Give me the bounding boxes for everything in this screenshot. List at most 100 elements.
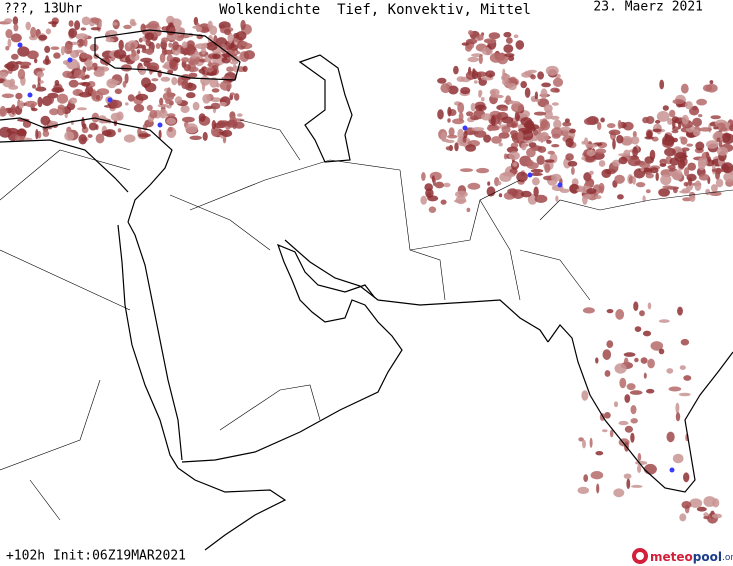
cloud-cell bbox=[166, 104, 172, 109]
cloud-cell bbox=[623, 352, 636, 357]
cloud-cell bbox=[204, 67, 214, 72]
cloud-cell bbox=[87, 134, 93, 138]
cloud-cell bbox=[590, 471, 604, 480]
cloud-cell bbox=[613, 488, 625, 498]
cloud-cell bbox=[695, 141, 705, 151]
cloud-cell bbox=[240, 19, 246, 31]
cloud-cell bbox=[488, 32, 501, 40]
cloud-cell bbox=[49, 108, 59, 116]
cloud-cell bbox=[640, 167, 645, 172]
cloud-cell bbox=[202, 131, 208, 141]
cloud-cell bbox=[621, 135, 633, 146]
cloud-cell bbox=[2, 79, 14, 88]
cloud-cell bbox=[180, 105, 190, 114]
cloud-cell bbox=[629, 390, 643, 395]
cloud-cell bbox=[616, 134, 624, 144]
cloud-cell bbox=[689, 106, 700, 116]
cloud-cell bbox=[614, 363, 627, 374]
cloud-cell bbox=[114, 88, 122, 95]
cloud-cell bbox=[159, 53, 166, 63]
cloud-cell bbox=[487, 181, 491, 186]
cloud-cell bbox=[503, 31, 512, 38]
cloud-cell bbox=[165, 98, 171, 105]
cloud-cell bbox=[98, 21, 102, 28]
cloud-cell bbox=[30, 26, 37, 38]
cloud-cell bbox=[465, 44, 472, 52]
cloud-cell bbox=[698, 173, 710, 181]
cloud-cell bbox=[140, 57, 153, 63]
cloud-cell bbox=[443, 182, 451, 188]
cloud-cell bbox=[166, 33, 178, 41]
cloud-cell bbox=[120, 64, 132, 72]
cloud-cell bbox=[455, 195, 467, 205]
cloud-cell bbox=[18, 137, 24, 142]
cloud-cell bbox=[502, 171, 514, 177]
cloud-cell bbox=[186, 92, 196, 99]
cloud-cell bbox=[146, 23, 159, 29]
cloud-cell bbox=[547, 150, 555, 155]
cloud-cell bbox=[618, 156, 628, 165]
red-sea bbox=[117, 221, 183, 469]
cloud-cell bbox=[467, 56, 480, 63]
cloud-cell bbox=[596, 483, 600, 494]
cloud-cell bbox=[630, 136, 640, 145]
cloud-cell bbox=[498, 142, 503, 147]
cloud-cell bbox=[662, 185, 674, 189]
cloud-cell bbox=[618, 420, 629, 426]
cloud-cell bbox=[647, 302, 652, 310]
cloud-cell bbox=[569, 183, 579, 194]
cloud-cell bbox=[578, 437, 584, 442]
cloud-cell bbox=[614, 174, 625, 184]
cloud-cell bbox=[82, 123, 87, 130]
cloud-cell bbox=[101, 130, 112, 137]
cloud-cell bbox=[42, 130, 50, 137]
cloud-cell bbox=[78, 91, 92, 98]
cloud-cell bbox=[689, 498, 703, 509]
cloud-cell bbox=[683, 182, 689, 187]
cloud-cell bbox=[454, 142, 459, 152]
cloud-cell bbox=[242, 65, 248, 72]
cloud-cell bbox=[19, 61, 32, 67]
cloud-cell bbox=[656, 111, 670, 122]
cloud-cell bbox=[608, 129, 621, 136]
cloud-cell bbox=[520, 190, 532, 198]
cloud-cell bbox=[460, 87, 471, 95]
cloud-cell bbox=[634, 357, 639, 363]
cloud-cell bbox=[113, 49, 127, 59]
cloud-cell bbox=[632, 131, 637, 138]
cloud-cell bbox=[526, 147, 536, 158]
cloud-cell bbox=[437, 109, 444, 120]
cloud-cell bbox=[619, 377, 627, 389]
cloud-cell bbox=[84, 74, 90, 79]
cloud-cell bbox=[624, 394, 631, 403]
cloud-cell bbox=[461, 42, 469, 46]
black-sea bbox=[94, 29, 241, 81]
cloud-cell bbox=[80, 27, 87, 31]
cloud-cell bbox=[6, 61, 19, 72]
cloud-cell bbox=[166, 15, 175, 25]
cloud-cell bbox=[494, 94, 504, 99]
cloud-cell bbox=[508, 55, 515, 62]
cloud-cell bbox=[517, 130, 524, 142]
cloud-cell bbox=[602, 349, 612, 360]
cloud-cell bbox=[75, 33, 89, 40]
cloud-cell bbox=[530, 74, 536, 80]
cloud-cell bbox=[15, 92, 23, 100]
cloud-cell bbox=[428, 206, 437, 213]
cloud-cell bbox=[682, 197, 692, 202]
cloud-cell bbox=[149, 109, 158, 119]
cloud-cell bbox=[481, 113, 492, 121]
cloud-cell bbox=[716, 137, 721, 142]
cloud-cell bbox=[600, 117, 605, 123]
cloud-cell bbox=[96, 88, 110, 96]
cloud-cell bbox=[699, 127, 712, 132]
cloud-cell bbox=[165, 24, 176, 36]
cloud-cell bbox=[478, 54, 483, 65]
cloud-cell bbox=[138, 37, 143, 43]
cloud-cell bbox=[211, 88, 220, 93]
cloud-cell bbox=[486, 125, 500, 131]
cloud-cell bbox=[604, 412, 611, 419]
cloud-cell bbox=[112, 22, 118, 26]
cloud-cell bbox=[582, 439, 586, 449]
